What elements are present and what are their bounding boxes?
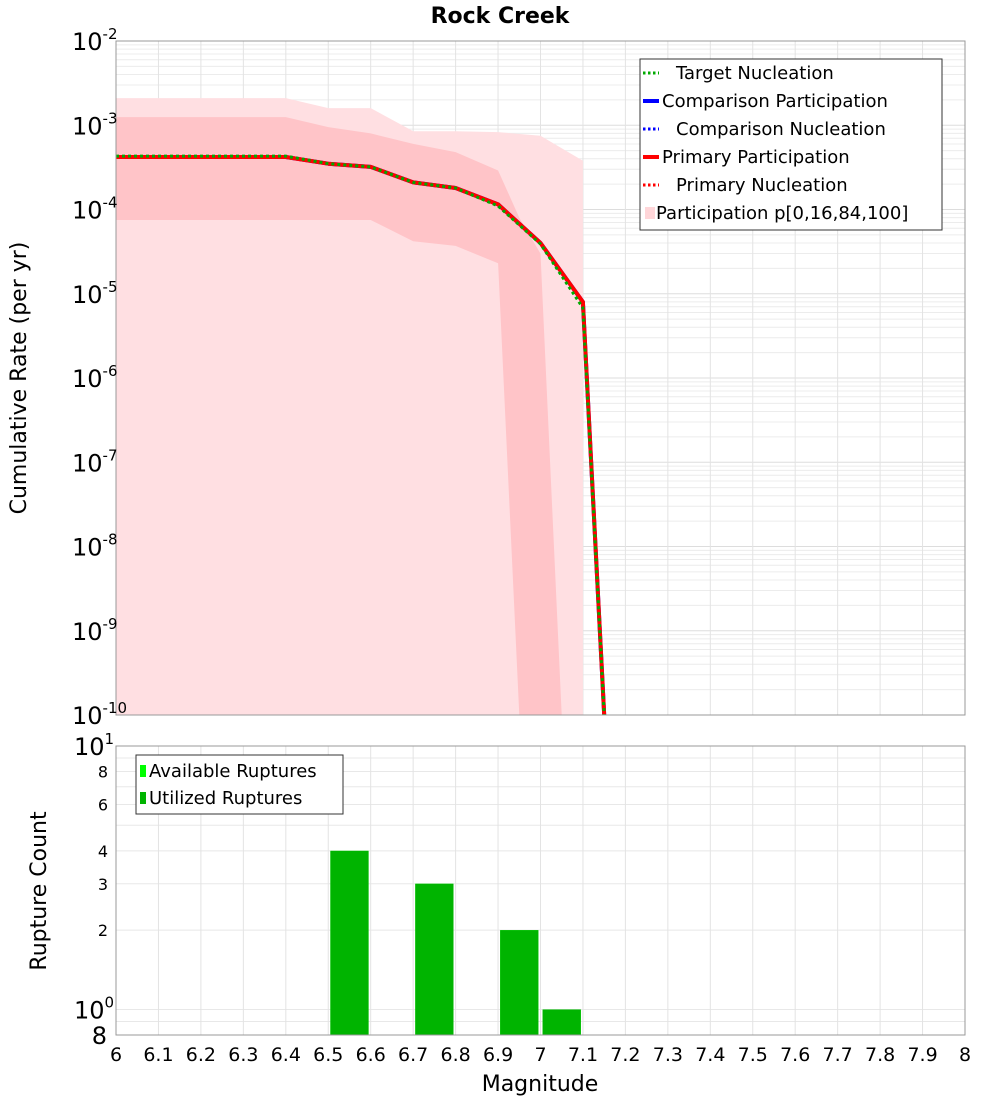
rate-y-tick-exponent: -8 xyxy=(103,531,118,549)
rate-plot-frame xyxy=(115,40,966,716)
legend-label: Utilized Ruptures xyxy=(149,788,302,809)
series-line-primary-nucleation xyxy=(116,155,606,716)
rate-y-tick-exponent: -7 xyxy=(103,446,118,464)
legend-swatch-bar xyxy=(140,765,146,777)
x-tick-label: 6.8 xyxy=(440,1044,470,1066)
x-tick-label: 7.3 xyxy=(653,1044,683,1066)
x-tick-label: 7.1 xyxy=(568,1044,598,1066)
rate-y-tick-exponent: -4 xyxy=(103,194,118,212)
rate-y-tick-label: 10-5 xyxy=(72,278,118,309)
count-y-tick-label: 8 xyxy=(92,1022,107,1050)
x-tick-label: 6 xyxy=(110,1044,122,1066)
rate-y-tick-exponent: -5 xyxy=(103,278,118,296)
legend-label: Target Nucleation xyxy=(675,63,834,84)
rate-legend: Target Nucleation Comparison Participatio… xyxy=(639,58,943,231)
x-tick-label: 7.4 xyxy=(695,1044,725,1066)
count-y-tick-label: 3 xyxy=(98,875,108,894)
rate-y-tick-exponent: -3 xyxy=(103,109,118,127)
rate-y-tick-label: 10-9 xyxy=(72,615,118,646)
rate-y-tick-label: 10-8 xyxy=(72,531,118,562)
count-y-tick-label: 2 xyxy=(98,921,108,940)
rate-y-ticks: 10-2 10-3 10-4 10-5 10-6 10-7 10-8 10-9 10-10 xyxy=(72,25,127,730)
legend-label: Participation p[0,16,84,100] xyxy=(656,203,908,224)
legend-label: Comparison Nucleation xyxy=(676,119,886,140)
legend-swatch-band xyxy=(645,207,655,219)
rate-y-tick-label: 10-4 xyxy=(72,194,118,225)
rate-y-tick-exponent: -2 xyxy=(103,25,118,43)
rate-series-lines xyxy=(116,154,607,716)
rate-percentile-bands xyxy=(116,98,583,716)
count-y-tick-exponent: 0 xyxy=(105,993,115,1011)
rate-y-tick-label: 10-3 xyxy=(72,109,118,140)
x-tick-label: 6.2 xyxy=(186,1044,216,1066)
rate-y-tick-exponent: -9 xyxy=(103,615,118,633)
bar-utilized-ruptures xyxy=(542,1009,581,1035)
x-tick-label: 7.5 xyxy=(738,1044,768,1066)
rate-y-axis-label: Cumulative Rate (per yr) xyxy=(7,242,32,515)
x-tick-label: 7.8 xyxy=(865,1044,895,1066)
x-tick-label: 7.6 xyxy=(780,1044,810,1066)
count-y-axis-label: Rupture Count xyxy=(27,811,52,971)
x-axis-label: Magnitude xyxy=(482,1072,599,1097)
x-tick-label: 6.9 xyxy=(483,1044,513,1066)
count-y-tick-label: 4 xyxy=(98,842,108,861)
x-tick-label: 7 xyxy=(534,1044,546,1066)
chart-title: Rock Creek xyxy=(431,4,571,29)
x-tick-label: 7.2 xyxy=(610,1044,640,1066)
rate-legend-box xyxy=(639,58,943,231)
count-y-tick-label: 8 xyxy=(98,763,108,782)
x-tick-label: 7.9 xyxy=(907,1044,937,1066)
band-p0-p100 xyxy=(116,98,583,716)
x-tick-label: 6.6 xyxy=(356,1044,386,1066)
count-legend: Available Ruptures Utilized Ruptures xyxy=(135,754,344,815)
count-y-tick-label: 100 xyxy=(74,993,114,1024)
rate-y-tick-exponent: -10 xyxy=(103,699,128,717)
count-y-tick-label: 101 xyxy=(74,730,114,761)
x-tick-label: 7.7 xyxy=(823,1044,853,1066)
bar-utilized-ruptures xyxy=(415,883,454,1035)
band-p16-p84 xyxy=(116,117,562,716)
legend-label: Comparison Participation xyxy=(662,91,888,112)
x-tick-label: 6.3 xyxy=(228,1044,258,1066)
x-tick-label: 8 xyxy=(959,1044,971,1066)
count-plot-frame xyxy=(115,745,966,1036)
rate-panel: 10-2 10-3 10-4 10-5 10-6 10-7 10-8 10-9 10-10 Cu… xyxy=(7,25,966,730)
legend-label: Primary Participation xyxy=(662,147,850,168)
x-tick-label: 6.7 xyxy=(398,1044,428,1066)
count-y-tick-label: 6 xyxy=(98,795,108,814)
bar-utilized-ruptures xyxy=(500,930,539,1035)
rate-y-tick-label: 10-2 xyxy=(72,25,118,56)
rate-y-tick-exponent: -6 xyxy=(103,362,118,380)
bar-utilized-ruptures xyxy=(330,850,369,1035)
legend-swatch-bar xyxy=(140,792,146,804)
x-tick-label: 6.4 xyxy=(271,1044,301,1066)
rate-y-tick-label: 10-7 xyxy=(72,446,118,477)
count-legend-box xyxy=(135,754,344,815)
legend-label: Available Ruptures xyxy=(149,761,317,782)
x-tick-label: 6.1 xyxy=(143,1044,173,1066)
magnitude-x-ticks: 6 6.1 6.2 6.3 6.4 6.5 6.6 6.7 6.8 6.9 7 7.1 7.2 7.3 7.… xyxy=(110,1044,971,1066)
legend-label: Primary Nucleation xyxy=(676,175,848,196)
rate-y-tick-label: 10-6 xyxy=(72,362,118,393)
count-y-tick-exponent: 1 xyxy=(105,730,115,748)
x-tick-label: 6.5 xyxy=(313,1044,343,1066)
count-bars xyxy=(330,850,581,1035)
rate-y-tick-label: 10-10 xyxy=(72,699,127,730)
